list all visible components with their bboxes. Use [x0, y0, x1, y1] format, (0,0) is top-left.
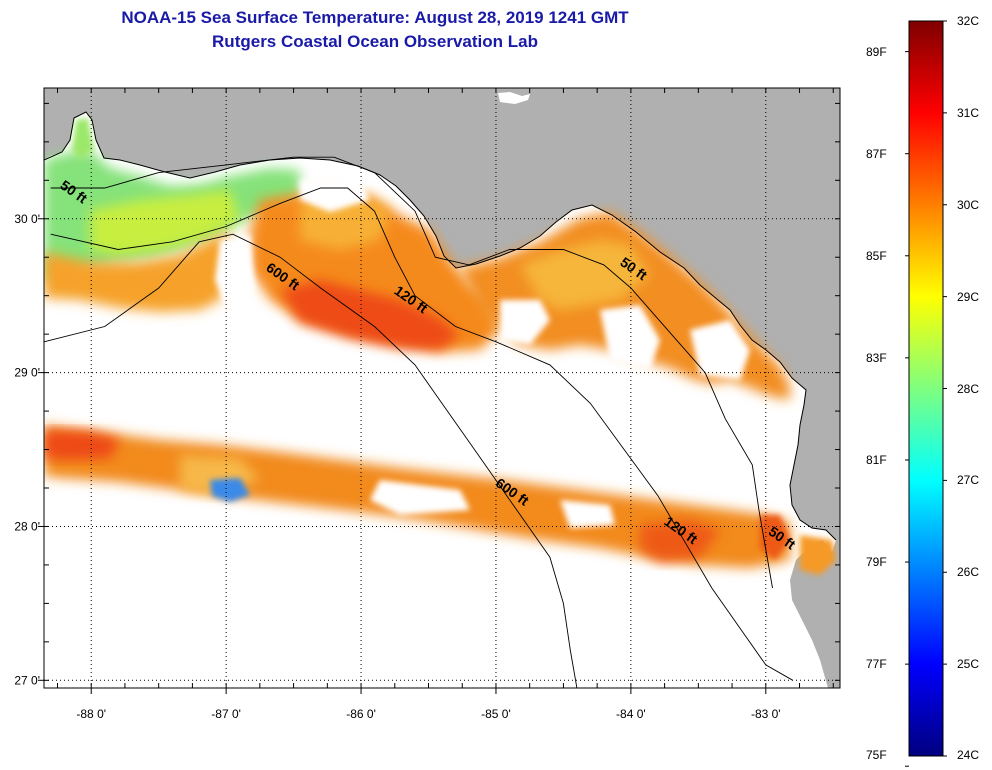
lon-tick-label: -87 0' [211, 707, 241, 721]
colorbar-label-fahrenheit: 87F [866, 146, 887, 161]
plot-frame [43, 87, 841, 689]
colorbar-label-celsius: 26C [957, 565, 980, 580]
sst-patch [640, 520, 720, 562]
colorbar-label-celsius: 25C [957, 657, 980, 672]
colorbar-label-fahrenheit: 83F [866, 350, 887, 365]
cloud-mask [300, 178, 370, 212]
sst-patch [44, 430, 120, 460]
colorbar-label-fahrenheit: 89F [866, 44, 887, 59]
cloud-mask [600, 305, 660, 370]
axis-labels: -88 0' -87 0' -86 0' -85 0' -84 0' -83 0' 30 0… [14, 212, 780, 721]
sst-patch [800, 535, 836, 575]
cloud-mask [560, 500, 615, 528]
lat-tick-label: 29 0' [14, 366, 40, 380]
lat-tick-label: 28 0' [14, 519, 40, 533]
map-grid [44, 88, 840, 688]
depth-contour [44, 233, 578, 688]
colorbar-ticks [905, 20, 947, 767]
map-title: NOAA-15 Sea Surface Temperature: August … [121, 8, 629, 27]
sst-patch [90, 190, 240, 255]
colorbar-label-celsius: 29C [957, 289, 980, 304]
sst-patch [72, 118, 94, 160]
colorbar-label-celsius: 32C [957, 14, 980, 28]
island [498, 92, 530, 104]
colorbar-label-fahrenheit: 75F [866, 748, 887, 762]
lon-tick-label: -86 0' [346, 707, 376, 721]
colorbar-label-fahrenheit: 77F [866, 657, 887, 672]
cloud-mask [215, 235, 255, 305]
colorbar-label-celsius: 30C [957, 197, 980, 212]
lon-tick-label: -85 0' [481, 707, 511, 721]
lon-tick-label: -84 0' [616, 707, 646, 721]
sst-patch [520, 240, 650, 310]
colorbar-label-celsius: 27C [957, 473, 980, 488]
land-mass [44, 88, 840, 688]
sst-patch [280, 280, 460, 350]
lat-tick-label: 27 0' [14, 673, 40, 687]
colorbar [908, 20, 944, 757]
sst-patch [760, 515, 790, 560]
cloud-mask [500, 300, 550, 345]
lat-tick-label: 30 0' [14, 212, 40, 226]
colorbar-label-fahrenheit: 85F [866, 248, 887, 263]
colorbar-label-celsius: 24C [957, 748, 980, 762]
lon-tick-label: -88 0' [76, 707, 106, 721]
coastline [44, 111, 837, 541]
colorbar-label-celsius: 28C [957, 381, 980, 396]
colorbar-label-fahrenheit: 79F [866, 555, 887, 570]
depth-contour [50, 156, 773, 589]
cloud-mask [370, 480, 470, 515]
colorbar-label-celsius: 31C [957, 105, 980, 120]
minor-ticks [44, 88, 840, 688]
colorbar-label-fahrenheit: 81F [866, 452, 887, 467]
lon-tick-label: -83 0' [751, 707, 781, 721]
map-subtitle: Rutgers Coastal Ocean Observation Lab [212, 32, 538, 51]
cloud-mask [690, 320, 750, 380]
sst-patch [210, 478, 250, 502]
